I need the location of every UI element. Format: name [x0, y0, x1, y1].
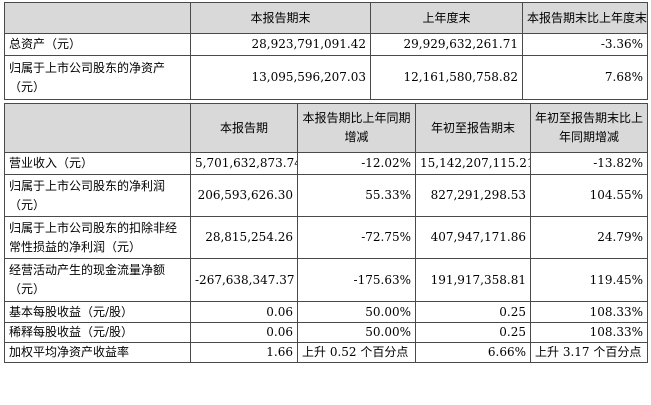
- header-cell-blank: [4, 103, 191, 153]
- table-row: 基本每股收益（元/股） 0.06 50.00% 0.25 108.33%: [4, 301, 648, 323]
- cell-ytd: 191,917,358.81: [415, 258, 531, 302]
- cell-period-change: 上升 0.52 个百分点: [297, 342, 416, 363]
- cell-period: 1.66: [190, 342, 298, 363]
- cell-ytd-change: -13.82%: [530, 152, 648, 175]
- header-cell-blank: [4, 2, 191, 34]
- cell-current: 28,923,791,091.42: [190, 33, 371, 56]
- row-label: 总资产（元）: [4, 33, 191, 56]
- cell-period: 0.06: [190, 301, 298, 323]
- cell-ytd-change: 24.79%: [530, 216, 648, 259]
- cell-period-change: 50.00%: [297, 301, 416, 323]
- cell-period: 0.06: [190, 322, 298, 343]
- header-cell-current-period-end: 本报告期末: [190, 2, 371, 34]
- table-header-row: 本报告期末 上年度末 本报告期末比上年度末增减: [4, 2, 648, 34]
- table-row: 归属于上市公司股东的净资产（元） 13,095,596,207.03 12,16…: [4, 55, 648, 100]
- table-row: 归属于上市公司股东的净利润（元） 206,593,626.30 55.33% 8…: [4, 174, 648, 217]
- cell-period: 5,701,632,873.74: [190, 152, 298, 175]
- table-row: 加权平均净资产收益率 1.66 上升 0.52 个百分点 6.66% 上升 3.…: [4, 342, 648, 363]
- financial-summary: 本报告期末 上年度末 本报告期末比上年度末增减 总资产（元） 28,923,79…: [4, 2, 648, 363]
- table-row: 经营活动产生的现金流量净额（元） -267,638,347.37 -175.63…: [4, 258, 648, 302]
- cell-ytd-change: 上升 3.17 个百分点: [530, 342, 648, 363]
- row-label: 归属于上市公司股东的净资产（元）: [4, 55, 191, 100]
- row-label: 经营活动产生的现金流量净额（元）: [4, 258, 191, 302]
- cell-period-change: -72.75%: [297, 216, 416, 259]
- row-label: 加权平均净资产收益率: [4, 342, 191, 363]
- table-row: 稀释每股收益（元/股） 0.06 50.00% 0.25 108.33%: [4, 322, 648, 343]
- header-cell-prior-year-end: 上年度末: [370, 2, 523, 34]
- row-label: 营业收入（元）: [4, 152, 191, 175]
- header-cell-ytd-change: 年初至报告期末比上年同期增减: [530, 103, 648, 153]
- cell-prior: 29,929,632,261.71: [370, 33, 523, 56]
- header-cell-period: 本报告期: [190, 103, 298, 153]
- table-header-row: 本报告期 本报告期比上年同期增减 年初至报告期末 年初至报告期末比上年同期增减: [4, 103, 648, 153]
- row-label: 归属于上市公司股东的净利润（元）: [4, 174, 191, 217]
- cell-change: -3.36%: [522, 33, 648, 56]
- cell-period: 206,593,626.30: [190, 174, 298, 217]
- header-cell-ytd: 年初至报告期末: [415, 103, 531, 153]
- cell-ytd-change: 108.33%: [530, 301, 648, 323]
- header-cell-period-change: 本报告期比上年同期增减: [297, 103, 416, 153]
- balance-table: 本报告期末 上年度末 本报告期末比上年度末增减 总资产（元） 28,923,79…: [4, 2, 648, 100]
- cell-prior: 12,161,580,758.82: [370, 55, 523, 100]
- row-label: 归属于上市公司股东的扣除非经常性损益的净利润（元）: [4, 216, 191, 259]
- cell-current: 13,095,596,207.03: [190, 55, 371, 100]
- cell-period-change: 55.33%: [297, 174, 416, 217]
- header-cell-change: 本报告期末比上年度末增减: [522, 2, 648, 34]
- cell-period-change: -12.02%: [297, 152, 416, 175]
- row-label: 稀释每股收益（元/股）: [4, 322, 191, 343]
- cell-ytd-change: 104.55%: [530, 174, 648, 217]
- cell-ytd-change: 108.33%: [530, 322, 648, 343]
- cell-period-change: -175.63%: [297, 258, 416, 302]
- performance-table: 本报告期 本报告期比上年同期增减 年初至报告期末 年初至报告期末比上年同期增减 …: [4, 103, 648, 363]
- cell-ytd-change: 119.45%: [530, 258, 648, 302]
- cell-ytd: 15,142,207,115.21: [415, 152, 531, 175]
- cell-period: 28,815,254.26: [190, 216, 298, 259]
- cell-ytd: 407,947,171.86: [415, 216, 531, 259]
- table-row: 归属于上市公司股东的扣除非经常性损益的净利润（元） 28,815,254.26 …: [4, 216, 648, 259]
- cell-ytd: 0.25: [415, 301, 531, 323]
- table-row: 营业收入（元） 5,701,632,873.74 -12.02% 15,142,…: [4, 152, 648, 175]
- row-label: 基本每股收益（元/股）: [4, 301, 191, 323]
- table-row: 总资产（元） 28,923,791,091.42 29,929,632,261.…: [4, 33, 648, 56]
- cell-ytd: 827,291,298.53: [415, 174, 531, 217]
- cell-ytd: 6.66%: [415, 342, 531, 363]
- cell-period-change: 50.00%: [297, 322, 416, 343]
- cell-ytd: 0.25: [415, 322, 531, 343]
- cell-period: -267,638,347.37: [190, 258, 298, 302]
- cell-change: 7.68%: [522, 55, 648, 100]
